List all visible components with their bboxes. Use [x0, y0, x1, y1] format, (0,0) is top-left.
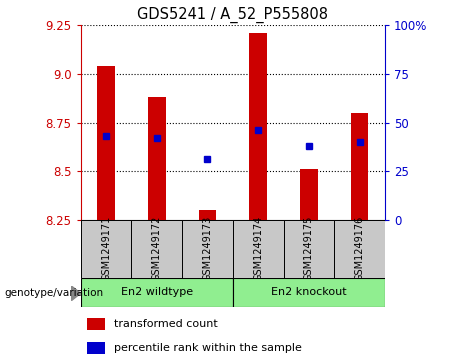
Bar [233, 220, 284, 278]
Text: GSM1249174: GSM1249174 [253, 216, 263, 281]
Bar [249, 33, 267, 220]
Bar [182, 220, 233, 278]
Text: transformed count: transformed count [114, 319, 218, 330]
Bar [81, 220, 131, 278]
Bar [300, 169, 318, 220]
Title: GDS5241 / A_52_P555808: GDS5241 / A_52_P555808 [137, 7, 328, 23]
Polygon shape [71, 286, 81, 301]
Text: GSM1249172: GSM1249172 [152, 216, 162, 281]
Bar [351, 113, 368, 220]
Text: En2 wildtype: En2 wildtype [121, 287, 193, 297]
Text: genotype/variation: genotype/variation [5, 288, 104, 298]
Text: GSM1249173: GSM1249173 [202, 216, 213, 281]
Bar [148, 97, 165, 220]
Text: GSM1249175: GSM1249175 [304, 216, 314, 281]
Bar [334, 220, 385, 278]
Bar [97, 66, 115, 220]
Text: En2 knockout: En2 knockout [271, 287, 347, 297]
Bar [81, 278, 233, 307]
Bar [233, 278, 385, 307]
Bar [284, 220, 334, 278]
Bar [131, 220, 182, 278]
Bar [199, 210, 216, 220]
Text: GSM1249171: GSM1249171 [101, 216, 111, 281]
Bar [87, 318, 105, 330]
Text: percentile rank within the sample: percentile rank within the sample [114, 343, 302, 353]
Text: GSM1249176: GSM1249176 [355, 216, 365, 281]
Bar [87, 342, 105, 354]
